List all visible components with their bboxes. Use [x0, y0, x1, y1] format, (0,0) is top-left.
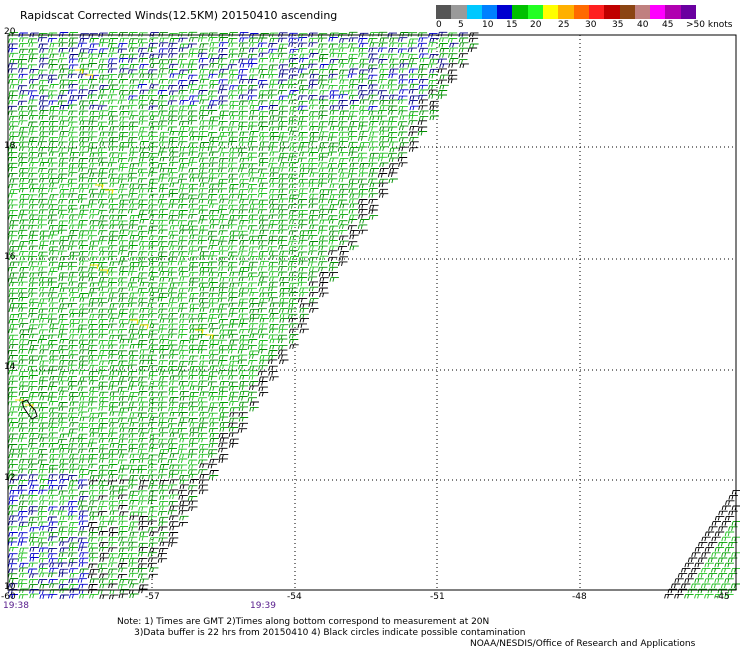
wind-barb-yellow — [130, 319, 149, 330]
wind-barb-yellow — [95, 184, 114, 195]
colorbar-swatch — [497, 5, 513, 19]
colorbar-swatch — [665, 5, 681, 19]
colorbar-tick-label: 15 — [506, 20, 518, 30]
colorbar-swatch — [543, 5, 559, 19]
wind-barb-yellow — [90, 264, 109, 275]
lat-label-20: 20 — [4, 27, 16, 37]
colorbar-swatch — [512, 5, 528, 19]
colorbar-swatch — [680, 5, 697, 19]
colorbar-swatch — [466, 5, 482, 19]
island-outline — [21, 399, 38, 420]
map-frame — [7, 34, 737, 591]
lon-label-48: -48 — [572, 592, 587, 602]
page-title: Rapidscat Corrected Winds(12.5KM) 201504… — [20, 9, 338, 22]
time-label-1: 19:38 — [3, 601, 29, 611]
time-label-2: 19:39 — [250, 601, 276, 611]
graticule — [8, 35, 736, 590]
lat-label-14: 14 — [4, 362, 16, 372]
wind-barb-group — [7, 31, 438, 599]
wind-barb-group — [7, 31, 740, 599]
lon-label-45: -45 — [715, 592, 730, 602]
lon-label-54: -54 — [287, 592, 302, 602]
wind-barbs — [7, 31, 740, 600]
lon-label-60: -60 — [1, 592, 16, 602]
colorbar-swatch — [573, 5, 589, 19]
lat-label-10: 10 — [4, 582, 16, 592]
colorbar-swatch — [650, 5, 666, 19]
colorbar-swatch — [619, 5, 635, 19]
colorbar-swatch — [451, 5, 467, 19]
colorbar-tick-label: 10 — [482, 20, 494, 30]
wind-barb-group — [7, 31, 468, 600]
lat-label-18: 18 — [4, 141, 16, 151]
colorbar-tick-label: 45 — [662, 20, 674, 30]
colorbar-swatch — [558, 5, 574, 19]
colorbar-tick-label: 20 — [530, 20, 542, 30]
wind-barb-group — [7, 31, 449, 594]
note-line-2: 3)Data buffer is 22 hrs from 20150410 4)… — [117, 628, 526, 638]
colorbar-tick-label: 5 — [458, 20, 464, 30]
credit: NOAA/NESDIS/Office of Research and Appli… — [470, 639, 696, 649]
colorbar-swatch — [527, 5, 544, 19]
lat-label-12: 12 — [4, 473, 16, 483]
colorbar-swatch — [588, 5, 605, 19]
colorbar-swatch — [604, 5, 620, 19]
colorbar-tick-label: 25 — [558, 20, 570, 30]
notes: Note: 1) Times are GMT 2)Times along bot… — [117, 617, 526, 639]
colorbar-tick-label: 0 — [436, 20, 442, 30]
colorbar-tick-label: 40 — [637, 20, 649, 30]
lat-label-16: 16 — [4, 252, 16, 262]
wind-barb-yellow — [195, 329, 214, 340]
note-line-1: Note: 1) Times are GMT 2)Times along bot… — [117, 617, 490, 627]
colorbar-swatch — [481, 5, 498, 19]
wind-speed-colorbar — [436, 5, 697, 19]
colorbar-tick-label: 35 — [612, 20, 624, 30]
colorbar-tick-label: >50 knots — [686, 20, 733, 30]
wind-barb-group — [87, 32, 740, 600]
colorbar-tick-label: 30 — [585, 20, 597, 30]
wind-barb-group — [7, 32, 740, 599]
lon-label-57: -57 — [145, 592, 160, 602]
wind-barb-yellow — [75, 69, 94, 80]
colorbar-swatch — [634, 5, 651, 19]
wind-barb-group — [127, 37, 479, 599]
colorbar-swatch — [436, 5, 452, 19]
lon-label-51: -51 — [430, 592, 445, 602]
